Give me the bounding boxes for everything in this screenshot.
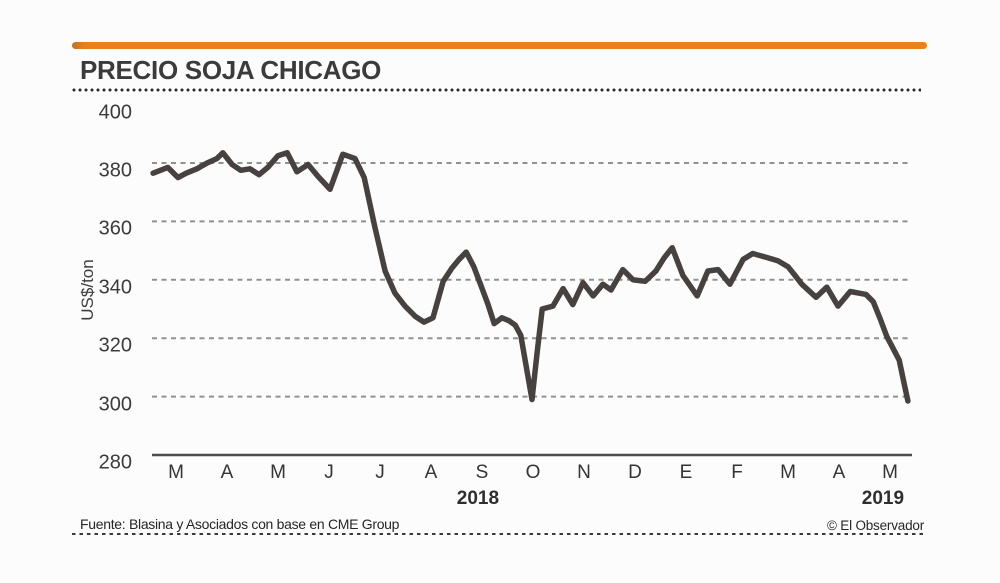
chart-title: PRECIO SOJA CHICAGO <box>80 55 382 85</box>
x-tick-label-13: A <box>832 462 846 483</box>
x-tick-label-4: J <box>375 462 385 483</box>
x-tick-label-11: F <box>731 462 743 483</box>
y-tick-label-300: 300 <box>98 393 132 416</box>
y-tick-label-320: 320 <box>98 334 132 357</box>
x-tick-label-10: E <box>679 462 693 483</box>
year-label-2018: 2018 <box>456 488 500 509</box>
y-tick-label-340: 340 <box>98 276 132 299</box>
x-tick-label-8: N <box>577 462 591 483</box>
x-tick-label-2: M <box>270 462 286 483</box>
source-note: Fuente: Blasina y Asociados con base en … <box>80 516 400 532</box>
accent-bar <box>72 42 927 49</box>
credit-note: © El Observador <box>827 518 924 533</box>
y-tick-label-360: 360 <box>98 217 132 240</box>
gridlines-group <box>152 162 912 398</box>
x-tick-label-1: A <box>220 462 234 483</box>
series-group <box>150 150 911 404</box>
x-tick-label-5: A <box>424 462 438 483</box>
price-line <box>150 150 911 404</box>
year-label-2019: 2019 <box>861 488 905 509</box>
x-tick-label-6: S <box>475 462 489 483</box>
x-tick-label-0: M <box>168 462 184 483</box>
y-tick-label-400: 400 <box>98 101 132 124</box>
y-tick-label-280: 280 <box>98 451 132 474</box>
x-tick-label-3: J <box>324 462 334 483</box>
dotted-rule-bottom <box>72 533 927 535</box>
x-tick-label-12: M <box>780 462 796 483</box>
x-tick-label-7: O <box>525 462 541 483</box>
x-tick-label-9: D <box>628 462 642 483</box>
x-tick-label-14: M <box>882 462 898 483</box>
dotted-rule-top <box>72 88 921 92</box>
y-tick-label-380: 380 <box>98 159 132 182</box>
